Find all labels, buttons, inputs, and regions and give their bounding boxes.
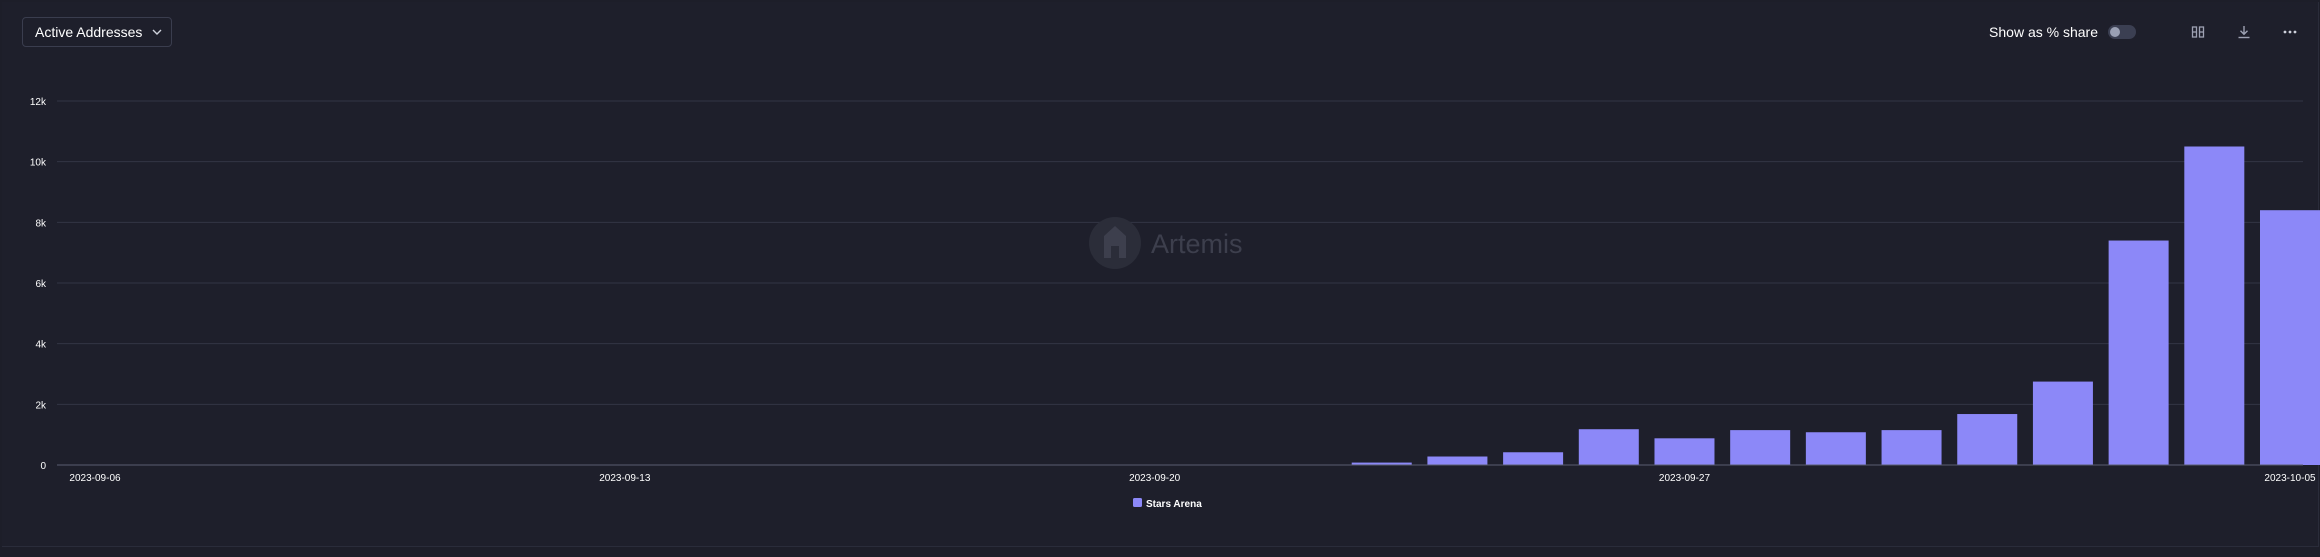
metric-dropdown[interactable]: Active Addresses: [22, 17, 172, 47]
bar[interactable]: [1805, 432, 1866, 465]
x-axis-ticks: 2023-09-06 2023-09-13 2023-09-20 2023-09-27…: [69, 473, 2316, 484]
chart-toolbar: Show as % share: [1989, 20, 2302, 44]
x-tick-label: 2023-09-13: [599, 473, 651, 484]
y-tick-label: 4k: [35, 340, 47, 351]
bar[interactable]: [2032, 381, 2093, 465]
legend-swatch: [1133, 498, 1142, 507]
download-button[interactable]: [2232, 20, 2256, 44]
y-tick-label: 8k: [35, 218, 47, 229]
more-horizontal-icon: [2283, 30, 2297, 34]
metric-dropdown-label: Active Addresses: [35, 24, 143, 40]
y-tick-label: 0: [40, 461, 46, 472]
bar[interactable]: [1503, 452, 1564, 465]
share-toggle-knob: [2110, 27, 2120, 37]
y-tick-label: 12k: [30, 97, 47, 108]
watermark-text: Artemis: [1151, 229, 1243, 259]
bar[interactable]: [1427, 456, 1488, 465]
share-toggle-label: Show as % share: [1989, 24, 2098, 40]
more-button[interactable]: [2278, 20, 2302, 44]
x-tick-label: 2023-09-06: [69, 473, 121, 484]
bar[interactable]: [2108, 240, 2169, 465]
bar[interactable]: [1730, 430, 1791, 465]
bar[interactable]: [1654, 438, 1715, 465]
bars: [1351, 146, 2320, 466]
legend: Stars Arena: [1133, 498, 1202, 510]
y-axis-ticks: 0 2k 4k 6k 8k 10k 12k: [30, 97, 47, 472]
bar[interactable]: [1881, 430, 1942, 465]
bar[interactable]: [1351, 462, 1412, 465]
bar[interactable]: [2260, 210, 2320, 465]
download-icon: [2238, 26, 2250, 39]
y-tick-label: 6k: [35, 279, 47, 290]
legend-label[interactable]: Stars Arena: [1146, 499, 1202, 510]
grid-lines: [57, 100, 2303, 405]
x-tick-label: 2023-09-20: [1129, 473, 1181, 484]
watermark: Artemis: [1089, 217, 1243, 269]
chevron-down-icon: [143, 29, 171, 35]
bar[interactable]: [1957, 414, 2018, 465]
artemis-logo-mark: [1104, 226, 1126, 258]
layout-button[interactable]: [2186, 20, 2210, 44]
x-tick-label: 2023-10-05: [2264, 473, 2316, 484]
grid-icon: [2191, 26, 2205, 38]
x-tick-label: 2023-09-27: [1659, 473, 1711, 484]
bar[interactable]: [1578, 429, 1639, 465]
share-toggle[interactable]: [2108, 25, 2136, 39]
y-tick-label: 10k: [30, 158, 47, 169]
y-tick-label: 2k: [35, 400, 47, 411]
bar[interactable]: [2184, 146, 2245, 466]
